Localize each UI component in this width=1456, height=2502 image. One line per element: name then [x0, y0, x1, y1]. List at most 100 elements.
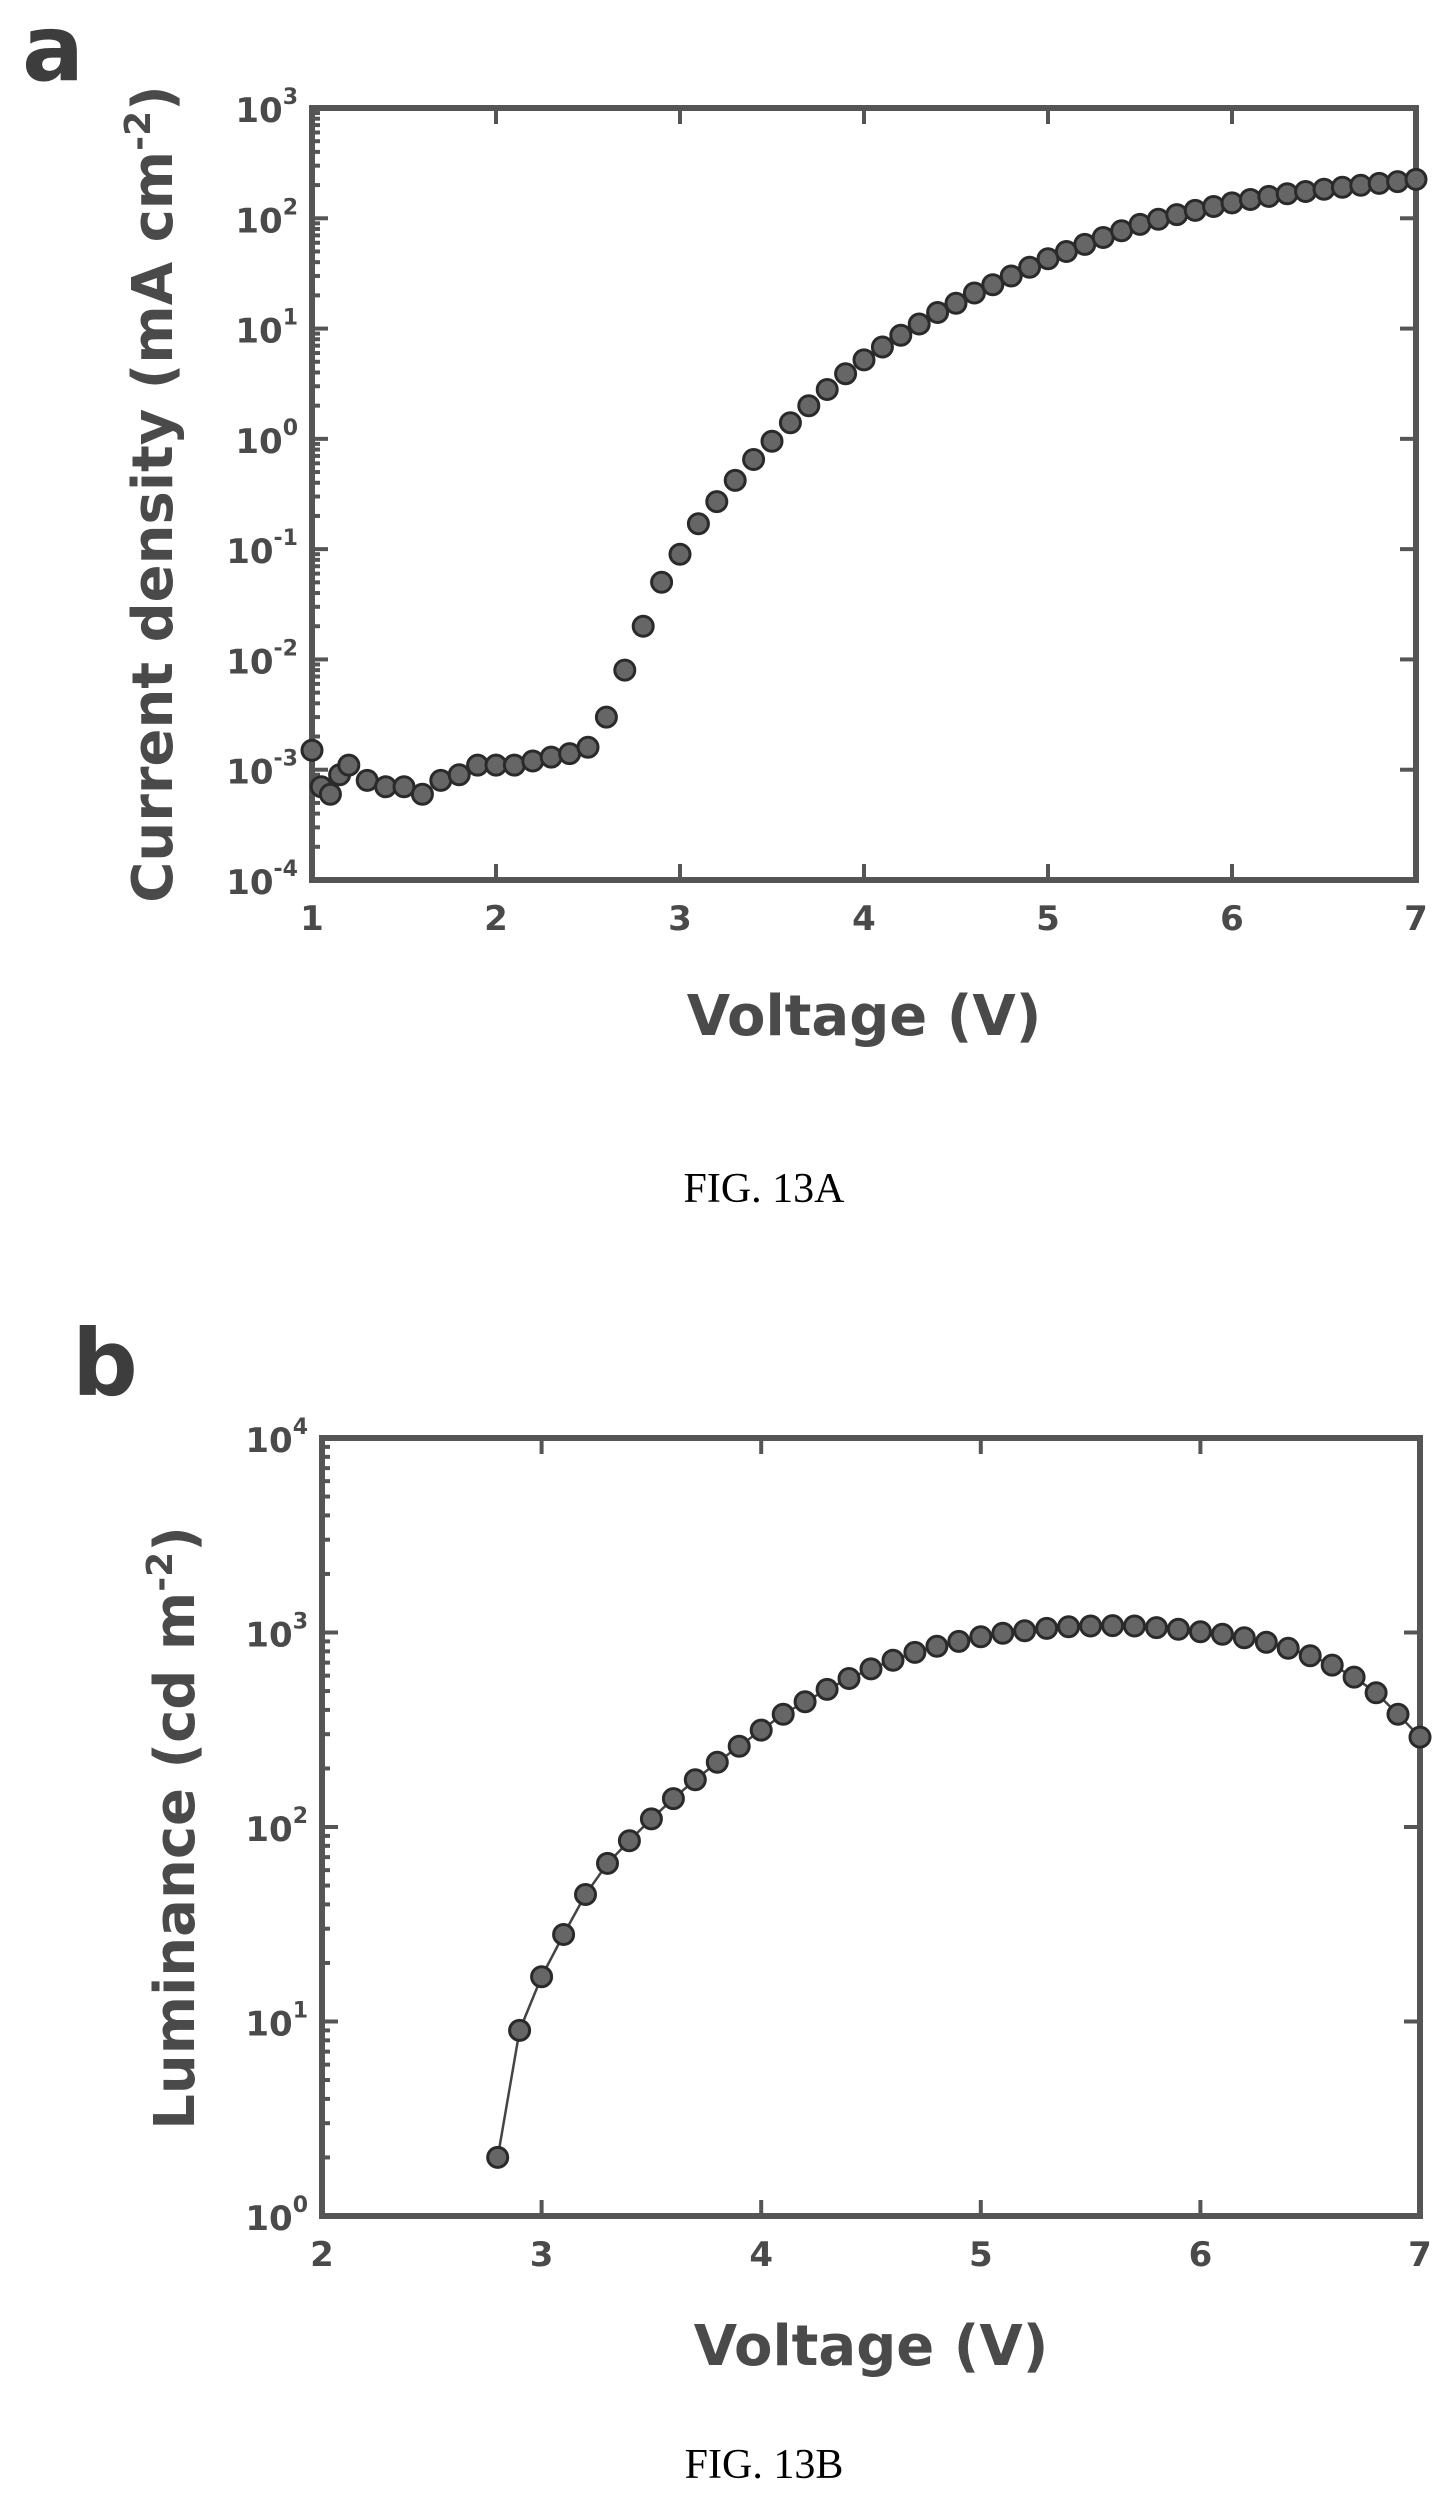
y-tick-exponent-a: 0 — [283, 416, 298, 441]
data-point-b-7 — [639, 1807, 663, 1831]
y-tick-exponent-b: 3 — [293, 1610, 308, 1635]
y-tick-label-a: 102 — [235, 195, 298, 241]
y-tick-base-a: 10 — [226, 753, 273, 793]
y-axis-title-b-exponent: -2 — [140, 1552, 181, 1592]
data-point-a-47 — [1128, 212, 1152, 236]
x-tick-label-a: 5 — [1036, 899, 1060, 939]
data-point-a-0 — [300, 738, 324, 762]
data-point-a-39 — [981, 273, 1005, 297]
y-tick-label-b: 104 — [245, 1415, 308, 1461]
data-point-b-32 — [1188, 1620, 1212, 1644]
data-point-b-18 — [881, 1648, 905, 1672]
y-axis-title-a-exponent: -2 — [118, 111, 159, 151]
data-point-b-19 — [903, 1640, 927, 1664]
data-point-a-37 — [944, 291, 968, 315]
data-point-a-19 — [613, 658, 637, 682]
data-point-a-32 — [852, 348, 876, 372]
data-point-b-20 — [925, 1634, 949, 1658]
data-point-b-22 — [969, 1625, 993, 1649]
data-point-b-36 — [1276, 1636, 1300, 1660]
data-point-b-29 — [1123, 1614, 1146, 1638]
data-point-a-54 — [1257, 184, 1281, 208]
y-tick-base-a: 10 — [226, 532, 273, 572]
data-point-a-60 — [1367, 171, 1391, 195]
data-point-b-30 — [1145, 1616, 1168, 1640]
x-axis-title-a: Voltage (V) — [687, 984, 1042, 1049]
data-point-b-23 — [991, 1621, 1015, 1645]
x-tick-label-b: 4 — [749, 2235, 773, 2275]
y-tick-label-a: 10-4 — [226, 857, 298, 903]
data-point-a-23 — [686, 512, 710, 536]
data-point-a-24 — [705, 490, 729, 514]
data-point-a-35 — [907, 312, 931, 336]
data-point-b-37 — [1298, 1644, 1322, 1668]
y-axis-title-b: Luminance (cd m-2) — [140, 1526, 208, 2130]
y-tick-label-a: 10-2 — [226, 636, 298, 682]
data-point-b-28 — [1101, 1614, 1125, 1638]
plot-frame-b — [319, 1435, 1423, 2219]
y-tick-base-b: 10 — [245, 2005, 292, 2045]
y-tick-label-b: 100 — [245, 2193, 308, 2239]
y-tick-base-b: 10 — [245, 1616, 292, 1656]
figure-caption-a: FIG. 13A — [683, 1166, 845, 1212]
data-point-b-25 — [1035, 1616, 1059, 1640]
data-point-a-61 — [1386, 170, 1410, 194]
y-tick-label-a: 101 — [235, 306, 298, 352]
data-point-a-30 — [815, 378, 839, 401]
y-axis-title-a: Current density (mA cm-2) — [118, 85, 186, 902]
data-point-a-29 — [797, 394, 821, 418]
data-point-a-38 — [962, 281, 986, 305]
y-tick-base-a: 10 — [235, 201, 282, 241]
data-point-a-58 — [1330, 175, 1354, 199]
data-point-a-41 — [1018, 255, 1042, 279]
data-point-b-39 — [1342, 1665, 1366, 1689]
y-tick-exponent-a: -2 — [274, 636, 298, 661]
data-point-a-13 — [502, 753, 526, 777]
data-point-b-5 — [596, 1851, 619, 1875]
y-axis-title-a-main: Current density (mA cm — [121, 151, 186, 903]
x-tick-label-a: 6 — [1220, 899, 1244, 939]
data-point-a-22 — [668, 542, 692, 566]
data-point-b-1 — [508, 2018, 532, 2042]
y-tick-exponent-b: 0 — [293, 2193, 308, 2218]
data-point-a-8 — [410, 782, 434, 806]
data-point-b-41 — [1386, 1702, 1410, 1726]
y-tick-exponent-b: 2 — [293, 1804, 308, 1829]
data-point-a-40 — [999, 264, 1023, 288]
data-point-a-4 — [337, 753, 361, 777]
data-point-a-14 — [521, 749, 545, 773]
y-tick-label-b: 102 — [245, 1804, 308, 1850]
data-point-a-52 — [1220, 191, 1244, 215]
y-tick-label-a: 100 — [235, 416, 298, 462]
data-point-b-38 — [1320, 1653, 1344, 1677]
y-tick-base-b: 10 — [245, 2199, 292, 2239]
y-tick-exponent-b: 4 — [293, 1415, 308, 1440]
data-point-b-17 — [859, 1657, 883, 1681]
data-point-b-42 — [1408, 1725, 1432, 1749]
data-point-b-26 — [1057, 1615, 1081, 1639]
y-tick-base-a: 10 — [226, 863, 273, 903]
data-point-a-31 — [834, 362, 858, 386]
data-point-b-12 — [749, 1718, 773, 1742]
data-point-a-20 — [631, 614, 655, 638]
y-tick-base-a: 10 — [226, 642, 273, 682]
data-point-a-50 — [1183, 198, 1207, 222]
y-tick-exponent-a: 3 — [283, 85, 298, 110]
data-point-a-15 — [539, 745, 563, 769]
y-tick-label-a: 103 — [235, 85, 298, 131]
data-point-a-25 — [723, 468, 747, 492]
data-point-a-34 — [889, 323, 913, 347]
data-point-b-0 — [486, 2145, 510, 2169]
y-tick-exponent-a: -4 — [274, 857, 298, 882]
data-point-b-16 — [837, 1667, 861, 1690]
data-point-b-2 — [530, 1965, 554, 1989]
y-axis-title-a-close: ) — [121, 85, 186, 111]
y-tick-label-b: 101 — [245, 1999, 308, 2045]
data-point-b-13 — [771, 1702, 795, 1726]
data-point-a-28 — [778, 411, 802, 435]
x-tick-label-a: 2 — [484, 899, 508, 939]
